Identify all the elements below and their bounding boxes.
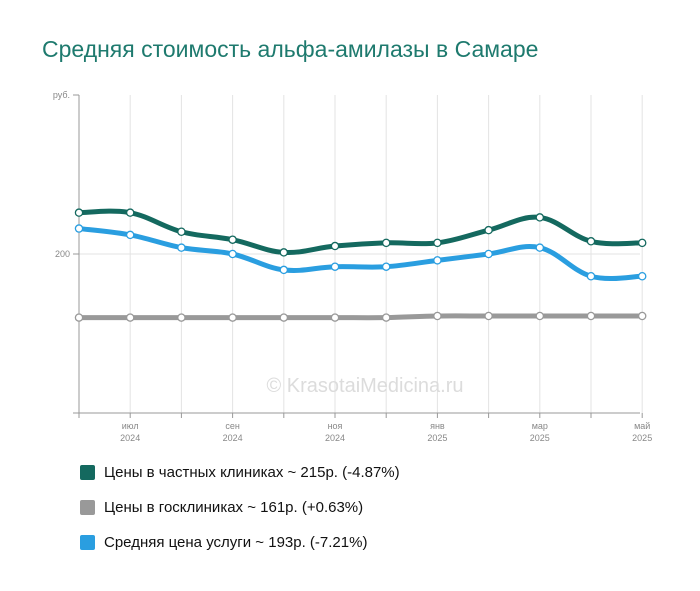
data-point	[535, 213, 545, 222]
x-tick-label-year: 2025	[530, 433, 550, 443]
x-tick-label-month: ноя	[328, 421, 343, 431]
legend-item-public[interactable]: Цены в госклиниках ~ 161р. (+0.63%)	[80, 490, 400, 525]
y-tick-label: 200	[55, 249, 70, 259]
x-tick-label-month: сен	[225, 421, 240, 431]
data-point	[279, 248, 289, 257]
series-line	[76, 226, 645, 282]
legend-item-average[interactable]: Средняя цена услуги ~ 193р. (-7.21%)	[80, 525, 400, 560]
x-tick-label-year: 2025	[427, 433, 447, 443]
data-point	[228, 313, 237, 322]
data-point	[228, 249, 237, 259]
data-point	[484, 225, 493, 235]
legend-item-private[interactable]: Цены в частных клиниках ~ 215р. (-4.87%)	[80, 455, 400, 490]
axes: 200 руб. июл 2024 сен 2024 ноя 2024 янв 2025 мар 20…	[53, 90, 652, 443]
data-point	[433, 238, 442, 248]
data-point	[330, 313, 340, 322]
grid-lines	[78, 95, 643, 413]
data-point	[330, 241, 340, 251]
data-point	[177, 227, 186, 236]
series-line	[76, 313, 645, 321]
data-point	[279, 313, 289, 322]
data-point	[177, 313, 186, 322]
data-point	[381, 313, 391, 322]
data-point	[433, 311, 442, 321]
data-point	[535, 311, 545, 321]
data-point	[74, 224, 84, 233]
data-point	[637, 311, 647, 321]
legend-label-private: Цены в частных клиниках ~ 215р. (-4.87%)	[104, 464, 400, 481]
y-axis-unit-label: руб.	[53, 90, 70, 100]
legend-label-average: Средняя цена услуги ~ 193р. (-7.21%)	[104, 534, 368, 551]
data-point	[381, 238, 391, 248]
x-tick-label-month: май	[634, 421, 650, 431]
data-point	[381, 262, 391, 271]
data-point	[177, 243, 186, 252]
chart-title: Средняя стоимость альфа-амилазы в Самаре	[42, 36, 539, 62]
x-tick-label-year: 2025	[632, 433, 652, 443]
x-tick-label-month: мар	[532, 421, 548, 431]
data-point	[228, 235, 237, 244]
data-point	[125, 313, 135, 322]
data-point	[74, 208, 84, 217]
x-tick-label-month: июл	[122, 421, 139, 431]
data-point	[637, 238, 647, 248]
data-point	[586, 272, 596, 281]
data-point	[279, 265, 289, 275]
data-point	[586, 311, 596, 321]
data-point	[637, 272, 647, 281]
x-tick-label-year: 2024	[325, 433, 345, 443]
watermark: © KrasotaiMedicina.ru	[266, 375, 463, 397]
data-point	[330, 262, 340, 271]
x-tick-label-year: 2024	[120, 433, 140, 443]
data-point	[74, 313, 84, 322]
legend-swatch-private	[80, 465, 95, 480]
legend-swatch-average	[80, 535, 95, 550]
data-point	[125, 208, 135, 217]
legend-swatch-public	[80, 500, 95, 515]
data-point	[484, 311, 493, 321]
series-group	[74, 208, 647, 322]
x-tick-label-month: янв	[430, 421, 445, 431]
series-line	[76, 208, 645, 256]
data-point	[535, 243, 545, 252]
legend: Цены в частных клиниках ~ 215р. (-4.87%)…	[80, 455, 400, 560]
data-point	[125, 230, 135, 240]
legend-label-public: Цены в госклиниках ~ 161р. (+0.63%)	[104, 499, 364, 516]
data-point	[586, 237, 596, 246]
data-point	[484, 249, 493, 259]
x-tick-label-year: 2024	[223, 433, 243, 443]
chart-svg: 200 руб. июл 2024 сен 2024 ноя 2024 янв 2025 мар 20…	[53, 90, 652, 443]
data-point	[433, 256, 442, 265]
